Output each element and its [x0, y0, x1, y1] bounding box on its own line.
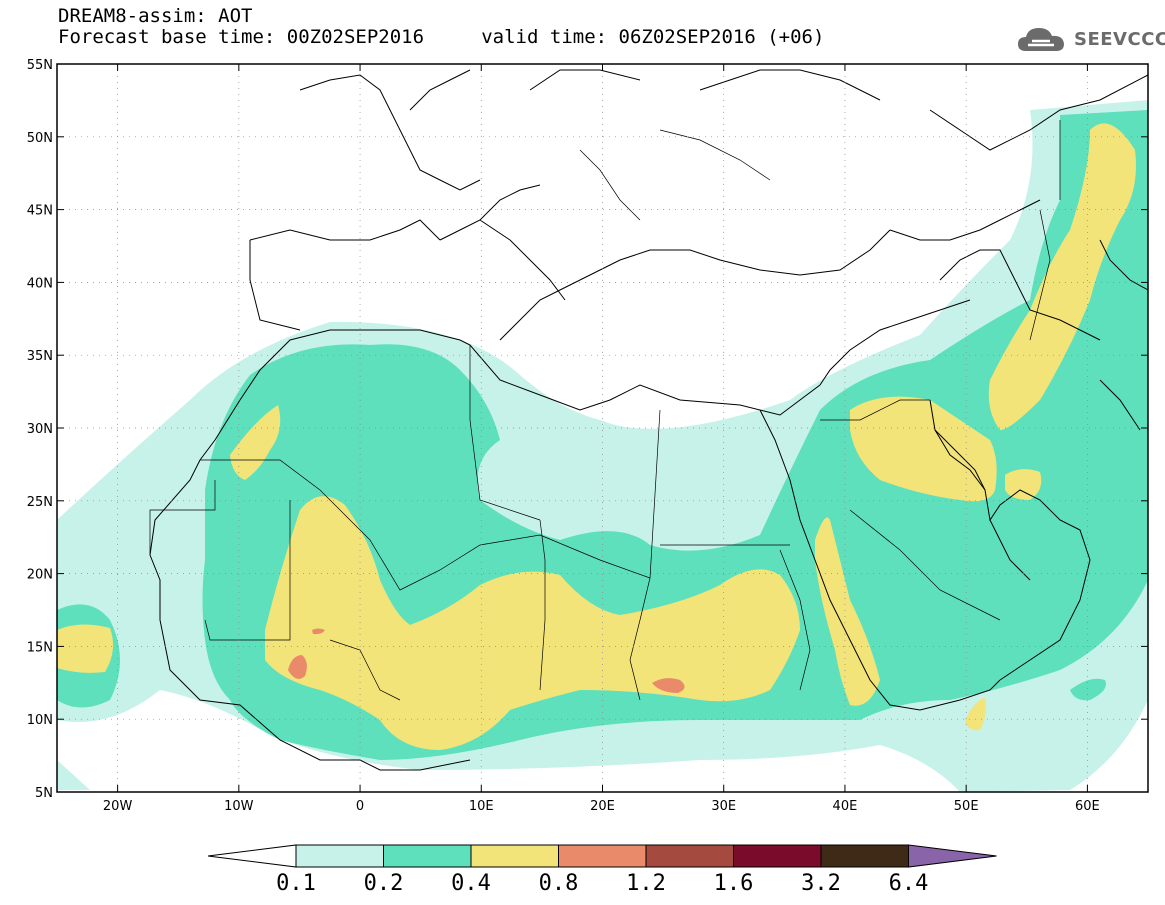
lon-label: 10W [224, 799, 254, 814]
colorbar-box [645, 844, 734, 868]
colorbar-box [733, 844, 822, 868]
colorbar-label: 0.4 [451, 871, 491, 896]
colorbar-box [820, 844, 909, 868]
lat-label: 50N [27, 131, 53, 146]
country-borders [149, 120, 1061, 701]
aot-field [57, 69, 1148, 792]
colorbar-label: 1.2 [626, 871, 666, 896]
colorbar-lower-arrow [207, 844, 297, 868]
colorbar-label: 0.2 [363, 871, 404, 896]
lon-label: 30E [711, 799, 736, 814]
lon-label: 60E [1075, 799, 1100, 814]
gridlines [57, 64, 1148, 792]
lat-label: 25N [27, 495, 53, 510]
colorbar-label: 3.2 [801, 871, 841, 896]
lat-label: 40N [27, 276, 53, 291]
latitude-labels: 55N 50N 45N 40N 35N 30N 25N 20N 15N 10N 5N [27, 58, 53, 801]
lon-label: 40E [833, 799, 858, 814]
colorbar [207, 844, 997, 868]
lon-label: 10E [469, 799, 494, 814]
cloud-icon [1018, 28, 1064, 51]
colorbar-upper-arrow [908, 844, 997, 868]
colorbar-box [558, 844, 647, 868]
lat-label: 35N [27, 349, 53, 364]
lon-label: 20W [103, 799, 133, 814]
lat-label: 10N [27, 713, 53, 728]
lat-label: 5N [35, 786, 53, 801]
lat-label: 45N [27, 204, 53, 219]
colorbar-label: 1.6 [713, 871, 754, 896]
title-line2: Forecast base time: 00Z02SEP2016 valid t… [58, 26, 825, 48]
title-line1: DREAM8-assim: AOT [58, 5, 253, 27]
coastlines [149, 69, 1148, 771]
axis-ticks [57, 63, 1148, 793]
longitude-labels: 20W 10W 0 10E 20E 30E 40E 50E 60E [103, 799, 1100, 814]
lat-label: 15N [27, 640, 53, 655]
lat-label: 20N [27, 568, 53, 583]
logo-text: SEEVCCC [1074, 28, 1165, 50]
colorbar-label: 0.8 [538, 871, 579, 896]
lat-label: 55N [27, 58, 53, 73]
seevccc-logo: SEEVCCC [1016, 22, 1165, 56]
lat-label: 30N [27, 422, 53, 437]
colorbar-box [295, 844, 384, 868]
colorbar-label: 0.1 [276, 871, 316, 896]
aot-level-0-8 [288, 628, 685, 693]
colorbar-box [470, 844, 559, 868]
lon-label: 20E [590, 799, 615, 814]
lon-label: 50E [954, 799, 979, 814]
colorbar-box [383, 844, 472, 868]
colorbar-label: 6.4 [888, 871, 929, 896]
lon-label: 0 [356, 799, 364, 814]
